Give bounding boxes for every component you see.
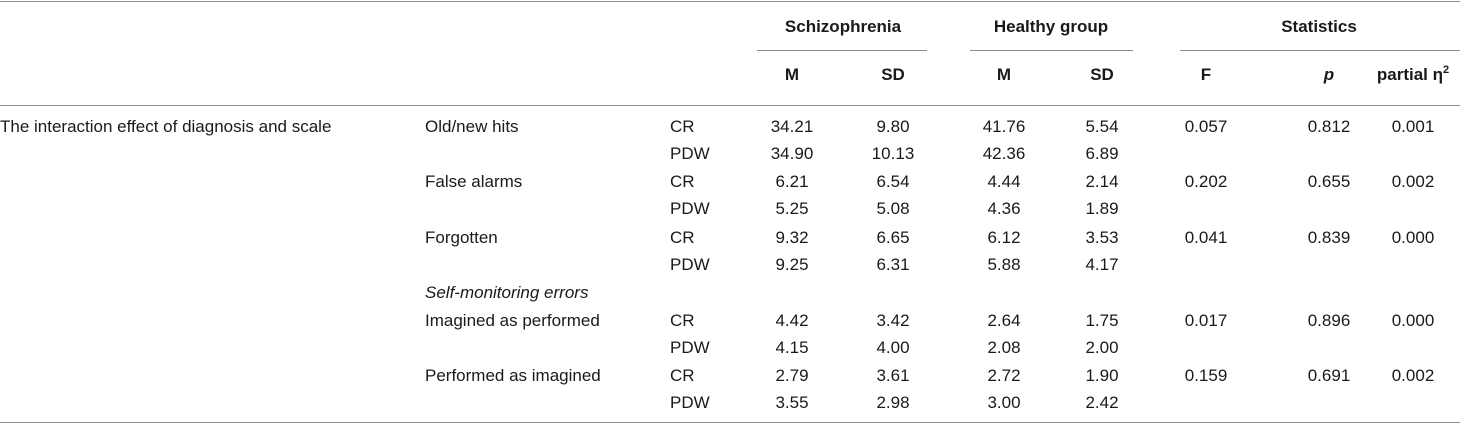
- schizophrenia-m-cell: 9.25: [775, 255, 809, 274]
- effect-label: The interaction effect of diagnosis and …: [0, 117, 332, 136]
- healthy-m-cell: 4.36: [987, 199, 1021, 218]
- column-header-m-healthy: M: [996, 65, 1012, 84]
- scale-cell: PDW: [670, 144, 710, 163]
- scale-cell: PDW: [670, 255, 710, 274]
- healthy-m-cell: 2.64: [987, 311, 1021, 330]
- group-header-statistics: Statistics: [1281, 17, 1357, 36]
- schizophrenia-sd-cell: 10.13: [871, 144, 915, 163]
- schizophrenia-m-cell: 4.42: [775, 311, 809, 330]
- schizophrenia-sd-cell: 2.98: [876, 393, 910, 412]
- schizophrenia-sd-cell: 6.65: [876, 228, 910, 247]
- healthy-m-cell: 2.08: [987, 338, 1021, 357]
- schizophrenia-sd-cell: 6.54: [876, 172, 910, 191]
- schizophrenia-sd-cell: 9.80: [876, 117, 910, 136]
- healthy-sd-cell: 2.14: [1085, 172, 1119, 191]
- schizophrenia-m-cell: 34.90: [770, 144, 814, 163]
- p-value-cell: 0.896: [1307, 311, 1351, 330]
- schizophrenia-m-cell: 6.21: [775, 172, 809, 191]
- healthy-m-cell: 3.00: [987, 393, 1021, 412]
- group-header-healthy: Healthy group: [993, 17, 1109, 36]
- healthy-sd-cell: 4.17: [1085, 255, 1119, 274]
- schizophrenia-sd-cell: 6.31: [876, 255, 910, 274]
- healthy-sd-cell: 5.54: [1085, 117, 1119, 136]
- f-value-cell: 0.057: [1184, 117, 1228, 136]
- f-value-cell: 0.202: [1184, 172, 1228, 191]
- healthy-m-cell: 42.36: [982, 144, 1026, 163]
- p-value-cell: 0.691: [1307, 366, 1351, 385]
- healthy-sd-cell: 2.42: [1085, 393, 1119, 412]
- healthy-sd-cell: 1.75: [1085, 311, 1119, 330]
- schizophrenia-m-cell: 4.15: [775, 338, 809, 357]
- scale-cell: PDW: [670, 393, 710, 412]
- schizophrenia-sd-cell: 4.00: [876, 338, 910, 357]
- column-header-sd-schizophrenia: SD: [881, 65, 905, 84]
- partial-eta-cell: 0.000: [1391, 311, 1435, 330]
- schizophrenia-m-cell: 9.32: [775, 228, 809, 247]
- column-header-partial-eta: partial η2: [1377, 65, 1449, 85]
- partial-eta-cell: 0.002: [1391, 366, 1435, 385]
- table-bottom-rule: [0, 422, 1460, 423]
- measure-cell: Forgotten: [425, 228, 498, 247]
- healthy-sd-cell: 6.89: [1085, 144, 1119, 163]
- column-header-p: p: [1323, 65, 1335, 84]
- measure-cell: Imagined as performed: [425, 311, 600, 330]
- healthy-m-cell: 6.12: [987, 228, 1021, 247]
- partial-eta-cell: 0.000: [1391, 228, 1435, 247]
- scale-cell: CR: [670, 228, 695, 247]
- top-rule: [0, 1, 1460, 2]
- healthy-sd-cell: 3.53: [1085, 228, 1119, 247]
- column-header-m-schizophrenia: M: [784, 65, 800, 84]
- scale-cell: CR: [670, 366, 695, 385]
- schizophrenia-sd-cell: 5.08: [876, 199, 910, 218]
- schizophrenia-sd-cell: 3.61: [876, 366, 910, 385]
- statistics-group-rule: [1180, 50, 1460, 51]
- column-header-f: F: [1200, 65, 1212, 84]
- healthy-m-cell: 5.88: [987, 255, 1021, 274]
- partial-eta-label: partial η: [1376, 65, 1443, 84]
- f-value-cell: 0.017: [1184, 311, 1228, 330]
- healthy-m-cell: 2.72: [987, 366, 1021, 385]
- scale-cell: PDW: [670, 199, 710, 218]
- partial-eta-cell: 0.001: [1391, 117, 1435, 136]
- self-monitoring-subheading: Self-monitoring errors: [425, 283, 589, 302]
- f-value-cell: 0.159: [1184, 366, 1228, 385]
- scale-cell: CR: [670, 117, 695, 136]
- partial-eta-superscript: 2: [1443, 64, 1450, 76]
- schizophrenia-m-cell: 34.21: [770, 117, 814, 136]
- healthy-m-cell: 41.76: [982, 117, 1026, 136]
- measure-cell: Performed as imagined: [425, 366, 601, 385]
- column-header-sd-healthy: SD: [1090, 65, 1114, 84]
- group-header-schizophrenia: Schizophrenia: [784, 17, 902, 36]
- healthy-m-cell: 4.44: [987, 172, 1021, 191]
- healthy-sd-cell: 1.89: [1085, 199, 1119, 218]
- schizophrenia-group-rule: [757, 50, 927, 51]
- header-bottom-rule: [0, 105, 1460, 106]
- schizophrenia-m-cell: 2.79: [775, 366, 809, 385]
- healthy-sd-cell: 1.90: [1085, 366, 1119, 385]
- p-value-cell: 0.839: [1307, 228, 1351, 247]
- scale-cell: CR: [670, 172, 695, 191]
- partial-eta-cell: 0.002: [1391, 172, 1435, 191]
- measure-cell: Old/new hits: [425, 117, 519, 136]
- scale-cell: PDW: [670, 338, 710, 357]
- healthy-sd-cell: 2.00: [1085, 338, 1119, 357]
- schizophrenia-sd-cell: 3.42: [876, 311, 910, 330]
- measure-cell: False alarms: [425, 172, 523, 191]
- scale-cell: CR: [670, 311, 695, 330]
- schizophrenia-m-cell: 5.25: [775, 199, 809, 218]
- p-value-cell: 0.655: [1307, 172, 1351, 191]
- healthy-group-rule: [970, 50, 1133, 51]
- p-value-cell: 0.812: [1307, 117, 1351, 136]
- schizophrenia-m-cell: 3.55: [775, 393, 809, 412]
- f-value-cell: 0.041: [1184, 228, 1228, 247]
